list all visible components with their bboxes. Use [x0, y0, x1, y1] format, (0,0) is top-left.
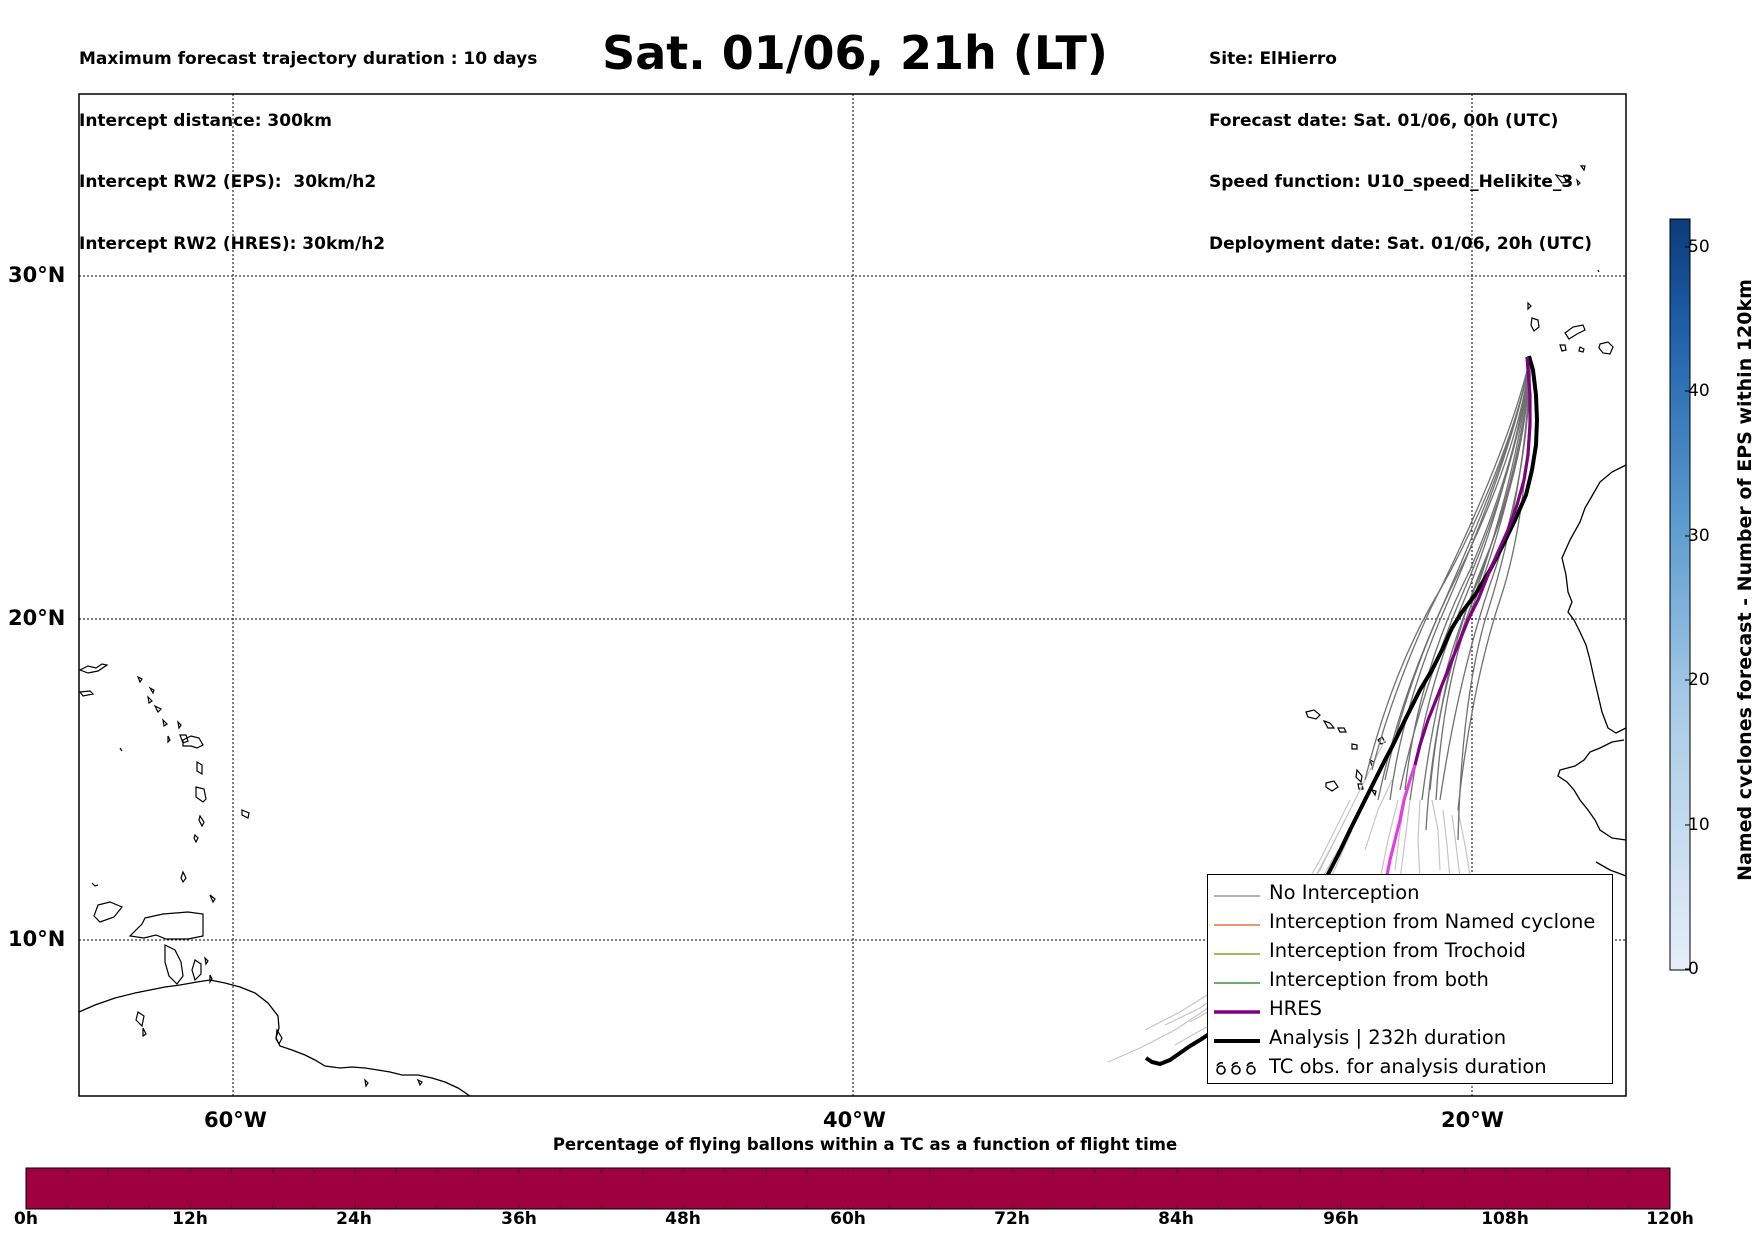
colorbar-v-ticks [1685, 246, 1690, 970]
flight-time-colorbar [25, 1167, 1671, 1210]
colorbar-h-tick-label: 24h [336, 1209, 372, 1229]
colorbar-h-tick-label: 0h [14, 1209, 38, 1229]
hres-trajectory [1413, 356, 1532, 766]
colorbar-h-tick-label: 108h [1481, 1209, 1529, 1229]
legend-label: Interception from Named cyclone [1269, 910, 1596, 933]
legend-item-hres: HRES [1208, 995, 1612, 1023]
caribbean-islands [79, 663, 423, 1088]
lat-label-20n: 20°N [8, 606, 66, 630]
legend-swatch [1214, 916, 1260, 928]
colorbar-h-title: Percentage of flying ballons within a TC… [552, 1135, 1178, 1154]
eps-trajectories [1364, 357, 1531, 841]
colorbar-h-tick-label: 48h [665, 1209, 701, 1229]
canary-islands [1527, 165, 1614, 355]
analysis-trajectory [1144, 355, 1540, 1067]
map-frame [78, 93, 1627, 1097]
legend-swatch [1214, 945, 1260, 957]
africa-coastline [1557, 464, 1626, 877]
legend-item-both: Interception from both [1208, 966, 1612, 994]
colorbar-h-tick-label: 60h [830, 1209, 866, 1229]
info-line: Intercept RW2 (HRES): 30km/h2 [79, 233, 386, 254]
legend-item-tc-obs: TC obs. for analysis duration [1208, 1053, 1612, 1081]
lat-label-10n: 10°N [8, 927, 66, 951]
legend-label: HRES [1269, 997, 1322, 1020]
colorbar-v-tick-label: 20 [1688, 670, 1710, 690]
legend-swatch [1214, 1003, 1260, 1015]
legend-item-named-cyclone: Interception from Named cyclone [1208, 908, 1612, 936]
legend: No Interception Interception from Named … [1207, 874, 1613, 1084]
lon-label-60w: 60°W [204, 1108, 267, 1132]
info-line: Site: ElHierro [1209, 49, 1337, 69]
colorbar-h-tick-label: 72h [994, 1209, 1030, 1229]
legend-item-trochoid: Interception from Trochoid [1208, 937, 1612, 965]
lon-label-20w: 20°W [1441, 1108, 1504, 1132]
legend-item-analysis: Analysis | 232h duration [1208, 1024, 1612, 1052]
colorbar-h-tick-label: 84h [1158, 1209, 1194, 1229]
legend-label: Analysis | 232h duration [1269, 1026, 1507, 1049]
colorbar-v-title: Named cyclones forecast - Number of EPS … [1733, 220, 1752, 940]
colorbar-h-ticks [66, 1168, 1630, 1209]
hres-trajectory-faded [1384, 764, 1417, 881]
info-line: Deployment date: Sat. 01/06, 20h (UTC) [1209, 233, 1593, 254]
lat-label-30n: 30°N [8, 263, 66, 287]
colorbar-v-tick-label: 10 [1688, 815, 1710, 835]
legend-swatch [1214, 1032, 1260, 1044]
legend-label: No Interception [1269, 881, 1420, 904]
info-line: Maximum forecast trajectory duration : 1… [79, 49, 538, 69]
info-left: Maximum forecast trajectory duration : 1… [79, 8, 537, 275]
legend-swatch [1214, 887, 1260, 899]
colorbar-h-tick-label: 36h [501, 1209, 537, 1229]
colorbar-h-tick-label: 12h [172, 1209, 208, 1229]
colorbar-v-title-text: Named cyclones forecast - Number of EPS … [1734, 279, 1752, 881]
colorbar-h-tick-label: 120h [1646, 1209, 1694, 1229]
legend-item-no-interception: No Interception [1208, 879, 1612, 907]
colorbar-v-tick-label: 0 [1688, 959, 1699, 979]
info-line: Intercept distance: 300km [79, 110, 332, 131]
legend-label: TC obs. for analysis duration [1269, 1055, 1547, 1078]
colorbar-h-tick-label: 96h [1323, 1209, 1359, 1229]
south-america-coastline [79, 979, 471, 1096]
cyclone-count-colorbar [1669, 218, 1691, 971]
legend-label: Interception from Trochoid [1269, 939, 1526, 962]
legend-label: Interception from both [1269, 968, 1489, 991]
info-line: Intercept RW2 (EPS): 30km/h2 [79, 172, 377, 192]
lon-label-40w: 40°W [823, 1108, 886, 1132]
map-title: Sat. 01/06, 21h (LT) [602, 26, 1108, 80]
cyclone-symbols-icon [1214, 1061, 1260, 1075]
info-right: Site: ElHierro Forecast date: Sat. 01/06… [1209, 8, 1592, 275]
legend-swatch [1214, 974, 1260, 986]
colorbar-v-tick-label: 40 [1688, 381, 1710, 401]
colorbar-v-tick-label: 30 [1688, 526, 1710, 546]
info-line: Speed function: U10_speed_Helikite_3 [1209, 172, 1574, 192]
info-line: Forecast date: Sat. 01/06, 00h (UTC) [1209, 110, 1559, 131]
colorbar-v-tick-label: 50 [1688, 237, 1710, 257]
